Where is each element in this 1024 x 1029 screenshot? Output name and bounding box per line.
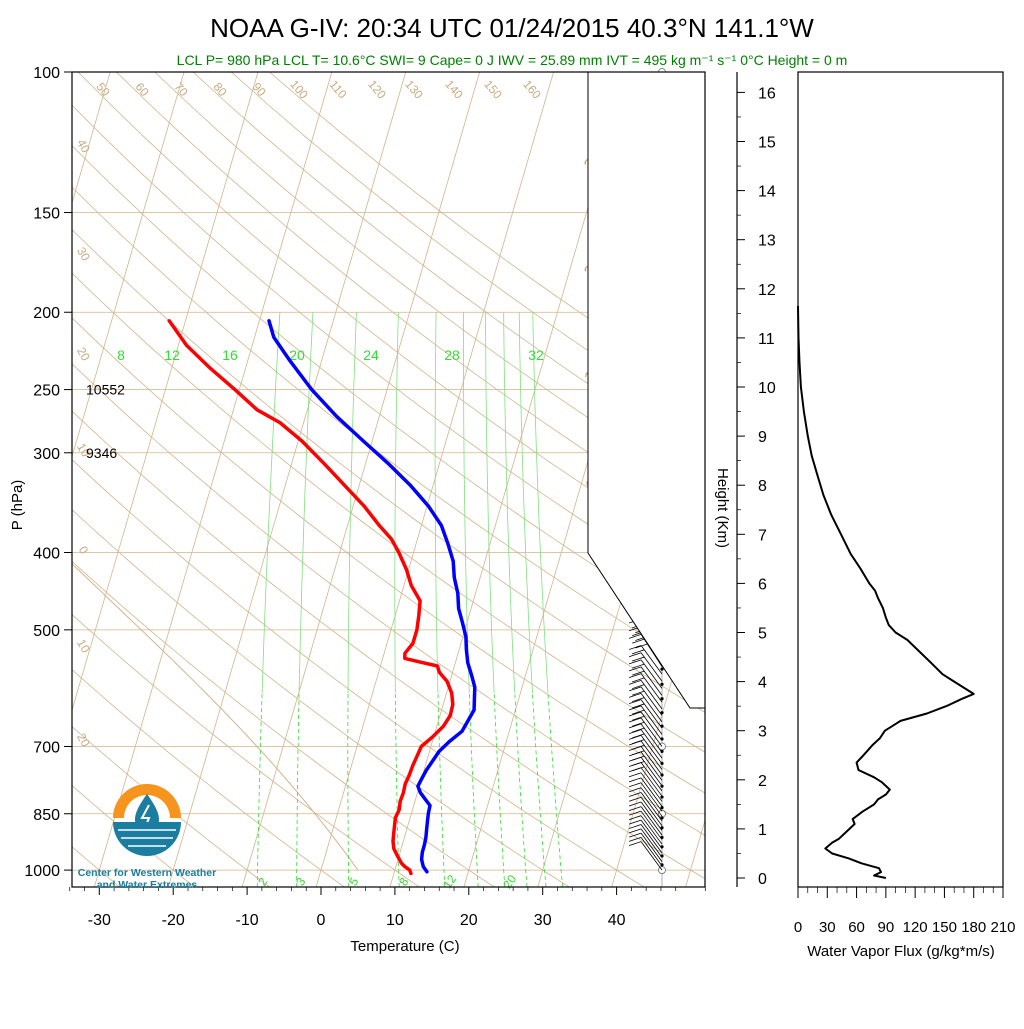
logo-text-line2: and Water Extremes bbox=[97, 879, 198, 891]
height-tick-label: 7 bbox=[758, 527, 767, 544]
flux-tick-label: 30 bbox=[819, 919, 836, 936]
mixing-ratio-label-top: 12 bbox=[164, 347, 180, 363]
mixing-ratio-label-top: 16 bbox=[222, 347, 238, 363]
height-tick-label: 10 bbox=[758, 380, 776, 397]
pressure-tick-label: 500 bbox=[33, 623, 60, 640]
skewt-ylabel: P (hPa) bbox=[9, 480, 26, 531]
pressure-tick-label: 300 bbox=[33, 446, 60, 463]
temperature-tick-label: 0 bbox=[317, 912, 326, 929]
mixing-ratio-label-top: 24 bbox=[363, 347, 379, 363]
pressure-tick-label: 400 bbox=[33, 545, 60, 562]
wind-level-circle bbox=[659, 810, 666, 817]
temperature-tick-label: -20 bbox=[162, 912, 185, 929]
flux-tick-label: 120 bbox=[903, 919, 928, 936]
height-tick-label: 15 bbox=[758, 135, 776, 152]
pressure-tick-label: 250 bbox=[33, 383, 60, 400]
geopotential-height-label: 10552 bbox=[86, 382, 125, 398]
height-tick-label: 16 bbox=[758, 85, 776, 102]
pressure-tick-label: 200 bbox=[33, 305, 60, 322]
pressure-tick-label: 1000 bbox=[24, 863, 60, 880]
skewt-xlabel: Temperature (C) bbox=[350, 938, 459, 955]
flux-tick-label: 90 bbox=[878, 919, 895, 936]
mixing-ratio-label-top: 28 bbox=[444, 347, 460, 363]
height-tick-label: 0 bbox=[758, 871, 767, 888]
height-tick-label: 13 bbox=[758, 233, 776, 250]
wind-level-dot bbox=[660, 683, 663, 686]
mixing-ratio-label-top: 8 bbox=[117, 347, 125, 363]
height-tick-label: 3 bbox=[758, 724, 767, 741]
pressure-tick-label: 700 bbox=[33, 739, 60, 756]
mixing-ratio-label-top: 32 bbox=[528, 347, 544, 363]
height-tick-label: 6 bbox=[758, 576, 767, 593]
height-tick-label: 2 bbox=[758, 773, 767, 790]
flux-tick-label: 60 bbox=[848, 919, 865, 936]
height-tick-label: 11 bbox=[758, 331, 775, 348]
height-tick-label: 9 bbox=[758, 429, 767, 446]
pressure-tick-label: 150 bbox=[33, 206, 60, 223]
pressure-tick-label: 850 bbox=[33, 807, 60, 824]
temperature-tick-label: 40 bbox=[608, 912, 626, 929]
flux-xlabel: Water Vapor Flux (g/kg*m/s) bbox=[807, 943, 995, 960]
flux-tick-label: 210 bbox=[990, 919, 1015, 936]
wind-level-dot bbox=[660, 785, 663, 788]
height-tick-label: 14 bbox=[758, 184, 776, 201]
temperature-tick-label: -30 bbox=[88, 912, 111, 929]
temperature-tick-label: -10 bbox=[236, 912, 259, 929]
temperature-tick-label: 30 bbox=[534, 912, 552, 929]
flux-tick-label: 0 bbox=[794, 919, 802, 936]
flux-plot-frame bbox=[798, 72, 1003, 887]
isotherm-line bbox=[0, 72, 36, 887]
height-tick-label: 4 bbox=[758, 675, 767, 692]
height-tick-label: 5 bbox=[758, 626, 767, 643]
chart-subtitle: LCL P= 980 hPa LCL T= 10.6°C SWI= 9 Cape… bbox=[177, 52, 848, 68]
height-tick-label: 8 bbox=[758, 478, 767, 495]
logo-text-line1: Center for Western Weather bbox=[78, 867, 216, 879]
pressure-tick-label: 100 bbox=[33, 65, 60, 82]
height-tick-label: 1 bbox=[758, 822, 767, 839]
wind-level-dot bbox=[660, 806, 663, 809]
temperature-tick-label: 10 bbox=[386, 912, 404, 929]
flux-tick-label: 180 bbox=[961, 919, 986, 936]
chart-title: NOAA G-IV: 20:34 UTC 01/24/2015 40.3°N 1… bbox=[210, 13, 814, 43]
flux-tick-label: 150 bbox=[932, 919, 957, 936]
geopotential-height-label: 9346 bbox=[86, 445, 117, 461]
wind-level-dot bbox=[660, 697, 663, 700]
temperature-tick-label: 20 bbox=[460, 912, 478, 929]
height-axis-label: Height (Km) bbox=[714, 468, 731, 548]
height-tick-label: 12 bbox=[758, 282, 776, 299]
